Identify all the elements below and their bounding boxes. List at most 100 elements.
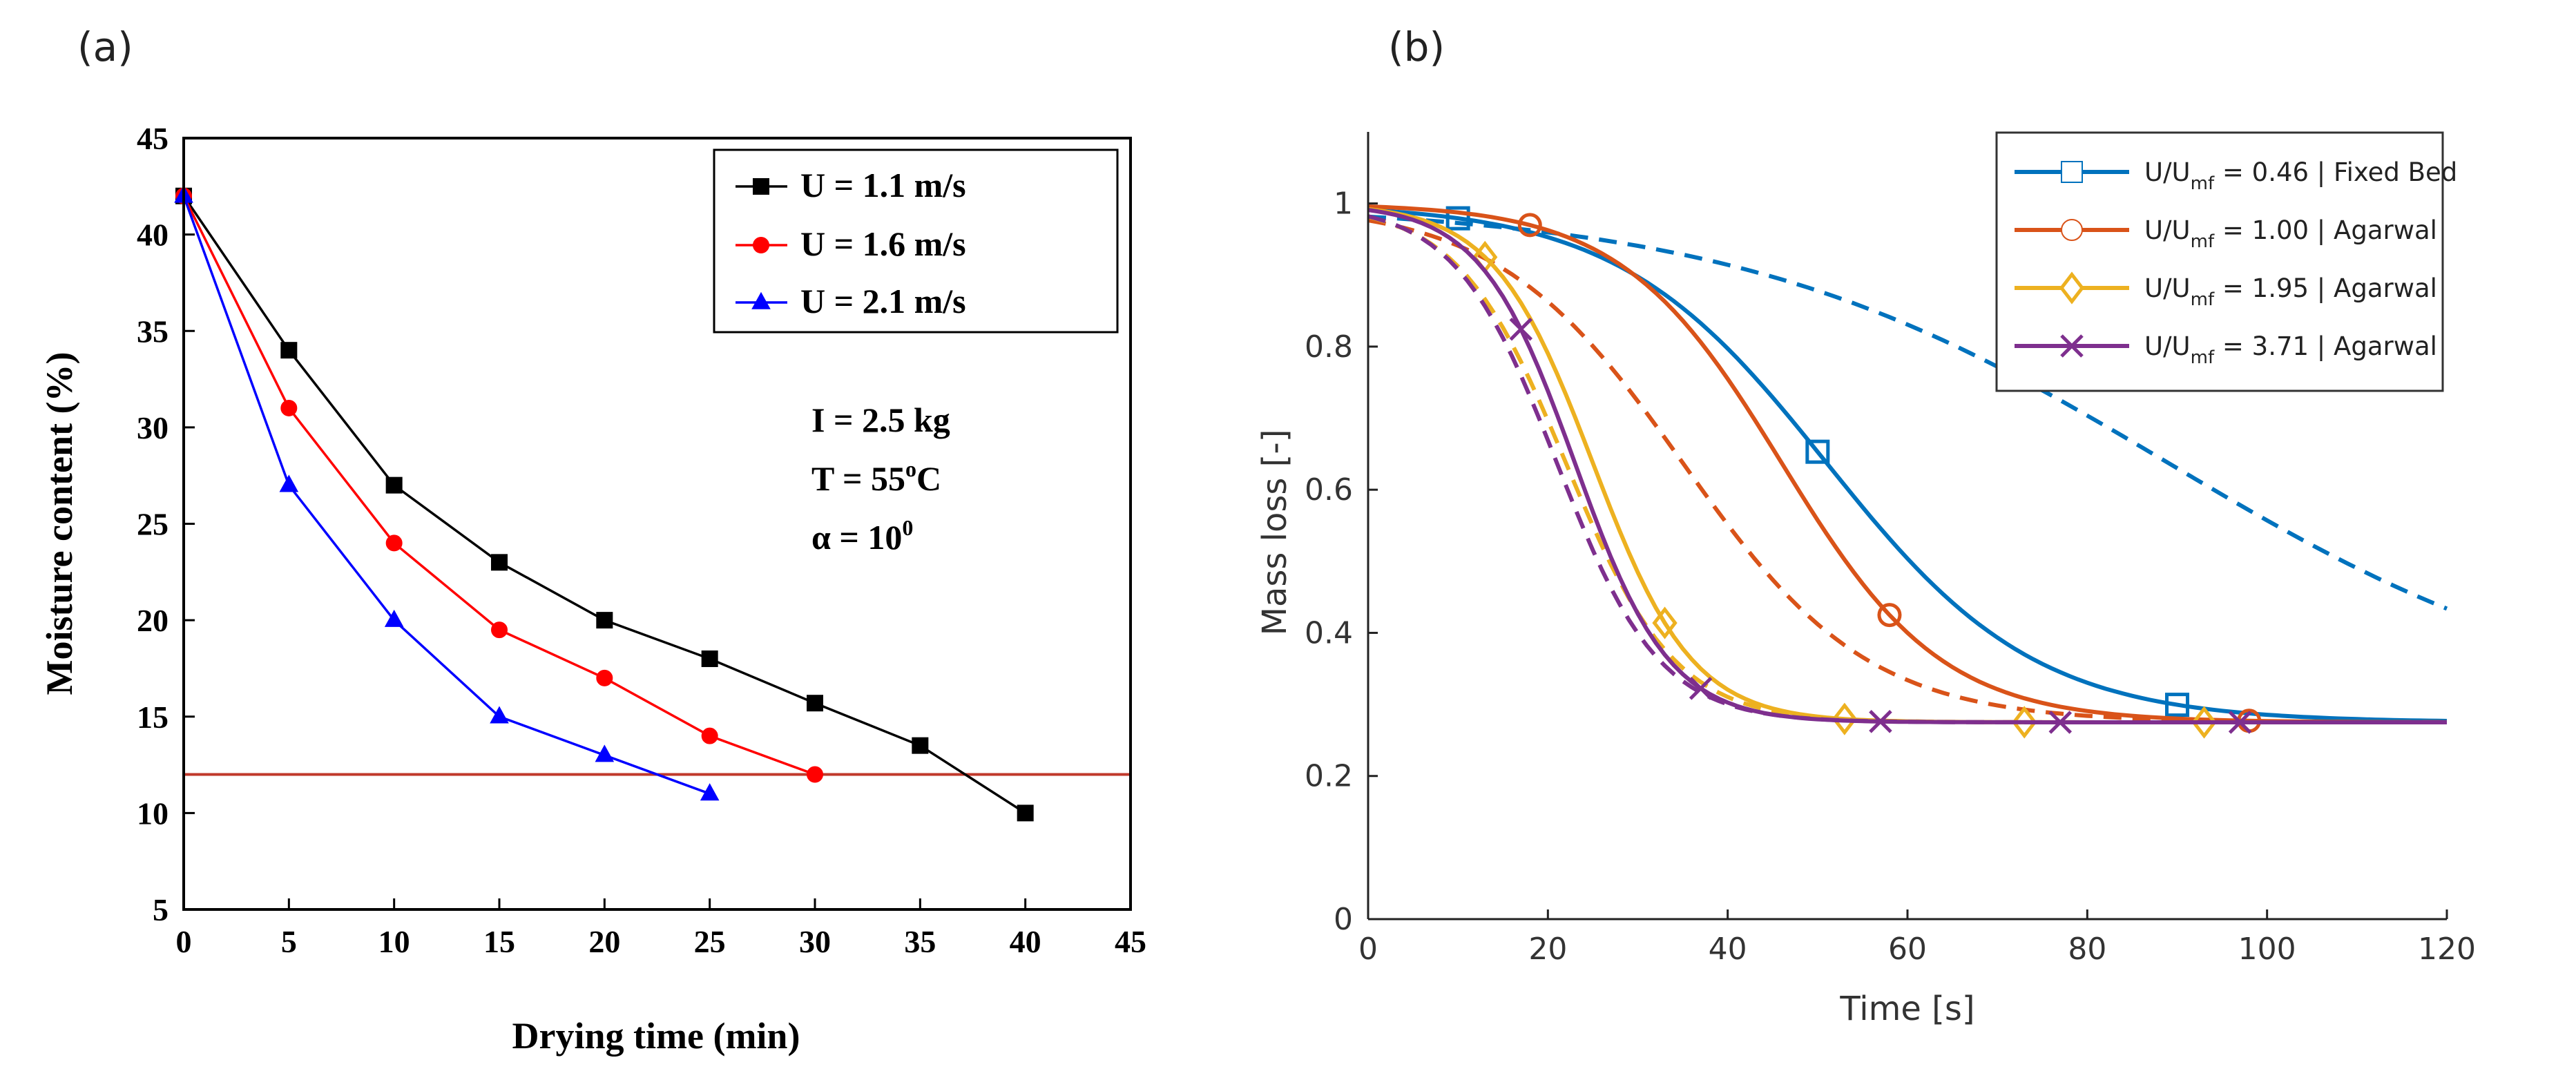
series-b-3-marker bbox=[2228, 711, 2252, 734]
legend-b-label-3-sub: mf bbox=[2191, 347, 2215, 368]
legend-b-label-2: U/Umf = 1.95 | Agarwal bbox=[2144, 273, 2437, 310]
chart-b-xtick-label: 80 bbox=[2068, 932, 2106, 967]
chart-a-xtick-label: 30 bbox=[799, 924, 831, 959]
series-a-1-point bbox=[596, 669, 613, 686]
chart-a-ytick-label: 5 bbox=[153, 892, 169, 927]
annotation-angle: α = 100 bbox=[811, 515, 913, 557]
legend-b-label-2-pre: U/U bbox=[2144, 273, 2191, 303]
legend-a-marker-1 bbox=[753, 237, 769, 253]
series-a-line-2 bbox=[182, 195, 711, 796]
chart-a-xtick-label: 10 bbox=[378, 924, 410, 959]
series-a-0-point bbox=[385, 476, 403, 494]
series-a-2-point bbox=[384, 609, 404, 627]
chart-a-xtick-label: 0 bbox=[176, 924, 192, 959]
chart-b-xlabel: Time [s] bbox=[1839, 990, 1974, 1028]
series-b-0-solid bbox=[1367, 207, 2448, 723]
series-b-0-marker bbox=[2165, 693, 2189, 717]
chart-b-legend: U/Umf = 0.46 | Fixed Bed U/Umf = 1.00 | … bbox=[1995, 131, 2457, 392]
series-a-0-point bbox=[912, 737, 929, 754]
series-a-1-point bbox=[491, 621, 508, 639]
chart-b-xtick-label: 40 bbox=[1709, 932, 1747, 967]
chart-a-ytick-label: 25 bbox=[137, 507, 169, 542]
legend-b-label-0-post: = 0.46 | Fixed Bed bbox=[2214, 157, 2457, 187]
series-a-0-point bbox=[491, 554, 508, 571]
series-b-2-marker bbox=[2012, 706, 2037, 739]
chart-b-legend-items bbox=[2015, 161, 2129, 358]
chart-a-ytick-label: 45 bbox=[137, 121, 169, 156]
legend-b-label-2-sub: mf bbox=[2191, 289, 2215, 310]
chart-a-xlabel: Drying time (min) bbox=[512, 1015, 800, 1057]
legend-a-label-1: U = 1.6 m/s bbox=[800, 224, 966, 263]
legend-b-label-2-post: = 1.95 | Agarwal bbox=[2214, 273, 2437, 303]
series-b-3-solid bbox=[1367, 208, 2447, 724]
chart-a-ytick-label: 40 bbox=[137, 218, 169, 253]
series-a-2-point bbox=[279, 474, 299, 492]
annotation-temperature: T = 55oC bbox=[811, 456, 941, 498]
chart-a-xtick-label: 35 bbox=[904, 924, 936, 959]
chart-b-xtick-label: 60 bbox=[1888, 932, 1927, 967]
legend-b-label-1-pre: U/U bbox=[2144, 215, 2191, 245]
series-b-1-dashed bbox=[1367, 218, 2447, 724]
chart-a-xtick-label: 20 bbox=[588, 924, 620, 959]
chart-a-xtick-label: 45 bbox=[1115, 924, 1146, 959]
chart-b-ytick-label: 0.8 bbox=[1305, 329, 1353, 365]
series-b-0-marker bbox=[1445, 206, 1470, 231]
annotation-angle-sup: 0 bbox=[902, 515, 913, 540]
legend-b-label-0-pre: U/U bbox=[2144, 157, 2191, 187]
legend-b-label-1-sub: mf bbox=[2191, 231, 2215, 252]
legend-b-label-1-post: = 1.00 | Agarwal bbox=[2214, 215, 2437, 245]
chart-b-ytick-label: 0.2 bbox=[1305, 759, 1353, 794]
series-b-2-marker bbox=[1652, 606, 1678, 639]
annotation-temperature-tail: C bbox=[916, 459, 941, 498]
annotation-temperature-sup: o bbox=[905, 456, 916, 481]
annotation-temperature-base: T = 55 bbox=[811, 459, 905, 498]
legend-b-label-3-post: = 3.71 | Agarwal bbox=[2214, 331, 2437, 361]
legend-b-label-0-sub: mf bbox=[2191, 173, 2215, 194]
chart-a-data bbox=[174, 185, 1131, 822]
legend-b-label-1: U/Umf = 1.00 | Agarwal bbox=[2144, 215, 2437, 252]
series-a-0-point bbox=[807, 695, 823, 712]
chart-a-xtick-label: 5 bbox=[281, 924, 297, 959]
legend-a-label-0: U = 1.1 m/s bbox=[800, 166, 966, 204]
chart-b-ytick-label: 0 bbox=[1334, 902, 1353, 937]
series-a-1-point bbox=[701, 727, 718, 744]
series-a-1-point bbox=[280, 399, 298, 416]
series-a-2-point bbox=[700, 783, 720, 801]
chart-a-ytick-label: 30 bbox=[137, 410, 169, 445]
series-a-0-point bbox=[1017, 804, 1034, 822]
annotation-mass: I = 2.5 kg bbox=[811, 401, 950, 439]
chart-a-legend-box bbox=[713, 148, 1119, 334]
chart-b-xtick-label: 120 bbox=[2418, 932, 2476, 967]
chart-a-xtick-label: 25 bbox=[694, 924, 726, 959]
legend-b-marker-1 bbox=[2061, 219, 2083, 241]
series-b-2-marker bbox=[2191, 706, 2217, 739]
chart-a-legend: U = 1.1 m/s U = 1.6 m/s U = 2.1 m/s bbox=[713, 148, 1119, 334]
chart-b-data bbox=[1367, 204, 2448, 739]
series-b-1-marker bbox=[1517, 213, 1542, 238]
chart-a-ytick-label: 10 bbox=[137, 796, 169, 831]
chart-a-ytick-label: 20 bbox=[137, 603, 169, 638]
panel-label-a: (a) bbox=[77, 23, 133, 70]
chart-b: 0 20 40 60 80 100 120 0 0.2 0.4 0.6 0.8 1 Time [s] M… bbox=[1256, 131, 2476, 1028]
legend-b-label-3: U/Umf = 3.71 | Agarwal bbox=[2144, 331, 2437, 368]
chart-b-ticks: 0 20 40 60 80 100 120 0 0.2 0.4 0.6 0.8 1 bbox=[1305, 186, 2476, 967]
legend-b-marker-3 bbox=[2060, 334, 2084, 358]
series-b-3-marker bbox=[1509, 317, 1533, 341]
series-b-2-marker bbox=[1832, 702, 1858, 735]
series-a-1-point bbox=[807, 766, 823, 783]
chart-a-legend-items bbox=[736, 178, 787, 309]
chart-a-xtick-label: 40 bbox=[1010, 924, 1041, 959]
chart-b-ylabel: Mass loss [-] bbox=[1256, 430, 1294, 636]
legend-b-marker-2 bbox=[2059, 271, 2085, 305]
series-b-1-marker bbox=[1877, 603, 1902, 628]
series-b-3-marker bbox=[1689, 677, 1713, 700]
chart-a-ylabel: Moisture content (%) bbox=[39, 352, 80, 695]
chart-a-ytick-label: 15 bbox=[137, 700, 169, 735]
chart-b-ytick-label: 0.4 bbox=[1305, 615, 1353, 650]
legend-a-label-2: U = 2.1 m/s bbox=[800, 282, 966, 320]
series-b-3-marker bbox=[2048, 711, 2073, 734]
series-a-2-point bbox=[595, 744, 615, 762]
chart-b-xtick-label: 20 bbox=[1528, 932, 1567, 967]
